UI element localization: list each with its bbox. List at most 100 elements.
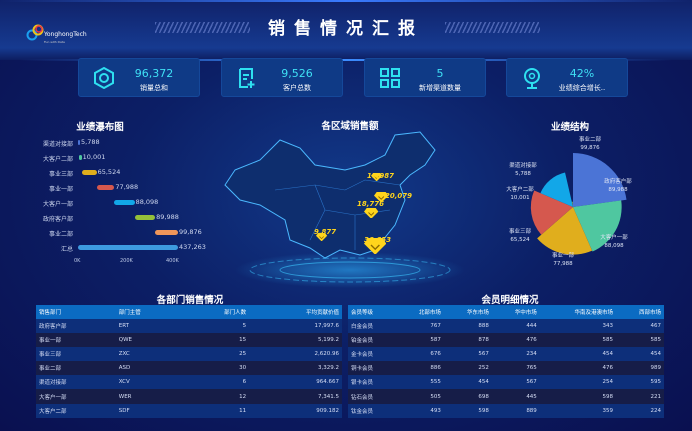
pie-label: 事业三部 65,524 [500, 228, 540, 244]
table-cell: 343 [539, 319, 617, 334]
pie-value: 65,524 [510, 237, 530, 243]
kpi-value: 96,372 [134, 67, 174, 80]
pie-category: 事业三部 [508, 229, 531, 235]
map-value-label: 9,877 [314, 228, 337, 236]
pie-category: 渠道对接部 [509, 163, 537, 169]
table-cell: 3,329.2 [249, 361, 342, 376]
waterfall-bar [155, 230, 178, 235]
table-cell: 889 [491, 403, 540, 418]
map-marker-icon [373, 191, 389, 203]
table-cell: 567 [491, 375, 540, 390]
table-cell: QWE [115, 333, 183, 348]
column-header[interactable]: 部门主管 [115, 305, 183, 319]
column-header[interactable]: 华中市场 [491, 305, 540, 319]
table-cell: 254 [539, 375, 617, 390]
pie-label: 政府客户部 89,988 [598, 178, 638, 194]
waterfall-bar [134, 215, 156, 220]
table-cell: 587 [395, 333, 444, 348]
waterfall-category: 政府客户部 [42, 216, 73, 223]
pie-value: 10,001 [510, 195, 530, 201]
kpi-value: 9,526 [281, 67, 313, 80]
table-cell: 598 [539, 389, 617, 404]
table-cell: 30 [182, 361, 250, 376]
table-cell: 444 [491, 319, 540, 334]
table-cell: WER [115, 389, 183, 404]
pie-category: 事业二部 [578, 137, 601, 143]
decor-stripes [155, 22, 250, 33]
kpi-value: 42% [569, 67, 595, 80]
table-cell: 6 [182, 375, 250, 390]
map-ring [279, 261, 421, 279]
waterfall-category: 汇总 [60, 246, 73, 253]
dept-table-title: 各部门销售情况 [156, 295, 224, 306]
column-header[interactable]: 北部市场 [395, 305, 444, 319]
table-cell: XCV [115, 375, 183, 390]
waterfall-value-label: 88,098 [135, 198, 159, 206]
waterfall-value-label: 77,988 [115, 183, 139, 191]
table-cell: 政府客户部 [36, 319, 116, 334]
column-header[interactable]: 华南及港澳市场 [539, 305, 617, 319]
waterfall-value-label: 10,001 [82, 153, 106, 161]
column-header[interactable]: 销售部门 [36, 305, 116, 319]
kpi-label: 销量总和 [140, 84, 168, 92]
table-row: 白金会员 767 888 444 343 467 [348, 319, 664, 334]
table-row: 渠道对接部 XCV 6 964.667 [36, 375, 342, 390]
table-cell: 17,997.6 [249, 319, 342, 334]
table-header-row: 会员等级 北部市场 华东市场 华中市场 华南及港澳市场 西部市场 [348, 305, 664, 319]
table-cell: 698 [443, 389, 492, 404]
table-row: 大客户二部 SDF 11 909.182 [36, 403, 342, 418]
waterfall-category: 事业三部 [48, 171, 73, 178]
table-cell: 585 [539, 333, 617, 348]
document-add-icon [239, 68, 255, 88]
pie-title: 业绩结构 [550, 122, 589, 133]
table-row: 政府客户部 ERT 5 17,997.6 [36, 319, 342, 334]
table-cell: 878 [443, 333, 492, 348]
column-header[interactable]: 西部市场 [616, 305, 664, 319]
table-cell: 595 [616, 375, 664, 390]
pie-label: 事业二部 99,876 [570, 136, 610, 152]
table-cell: SDF [115, 403, 183, 418]
map-marker-icon [363, 207, 379, 219]
kpi-card: 42% 业绩综合增长.. [506, 58, 628, 97]
rose-pie-chart [530, 153, 627, 255]
decor-stripes [445, 22, 540, 33]
table-row: 事业二部 ASD 30 3,329.2 [36, 361, 342, 376]
table-cell: 渠道对接部 [36, 375, 116, 390]
table-cell: 909.182 [249, 403, 342, 418]
pie-label: 大客户一部 88,098 [594, 234, 634, 250]
table-cell: 505 [395, 389, 444, 404]
waterfall-title: 业绩瀑布图 [76, 122, 124, 133]
column-header[interactable]: 华东市场 [443, 305, 492, 319]
table-row: 事业一部 QWE 15 5,199.2 [36, 333, 342, 348]
table-row: 铜卡会员 886 252 765 476 989 [348, 361, 664, 376]
member-table-title: 会员明细情况 [481, 295, 539, 306]
column-header[interactable]: 部门人数 [182, 305, 250, 319]
column-header[interactable]: 会员等级 [348, 305, 396, 319]
waterfall-value-label: 89,988 [156, 213, 179, 221]
kpi-label: 业绩综合增长.. [558, 84, 606, 92]
header-bar [0, 0, 692, 60]
dept-sales-table: 销售部门 部门主管 部门人数 平均贡献价值 政府客户部 ERT 5 17,997.6 事业一部 Q… [36, 305, 342, 418]
waterfall-bar [81, 170, 97, 175]
kpi-label: 客户总数 [283, 84, 311, 92]
table-cell: 567 [443, 347, 492, 362]
table-cell: 大客户一部 [36, 389, 116, 404]
table-row: 事业三部 ZXC 25 2,620.96 [36, 347, 342, 362]
waterfall-bar [114, 200, 135, 205]
table-cell: 765 [491, 361, 540, 376]
waterfall-category: 事业二部 [48, 231, 73, 238]
table-cell: 15 [182, 333, 250, 348]
pie-slice [530, 190, 573, 235]
logo-subtitle: Fun with Data [44, 40, 65, 44]
table-cell: 5 [182, 319, 250, 334]
divider [0, 0, 692, 2]
table-cell: 11 [182, 403, 250, 418]
table-cell: 钛金会员 [348, 403, 396, 418]
column-header[interactable]: 平均贡献价值 [249, 305, 342, 319]
map-borders [274, 179, 401, 250]
map-ring [249, 257, 451, 283]
table-cell: ZXC [115, 347, 183, 362]
map-marker-icon [316, 232, 328, 242]
table-cell: 221 [616, 389, 664, 404]
kpi-value: 5 [436, 67, 444, 80]
